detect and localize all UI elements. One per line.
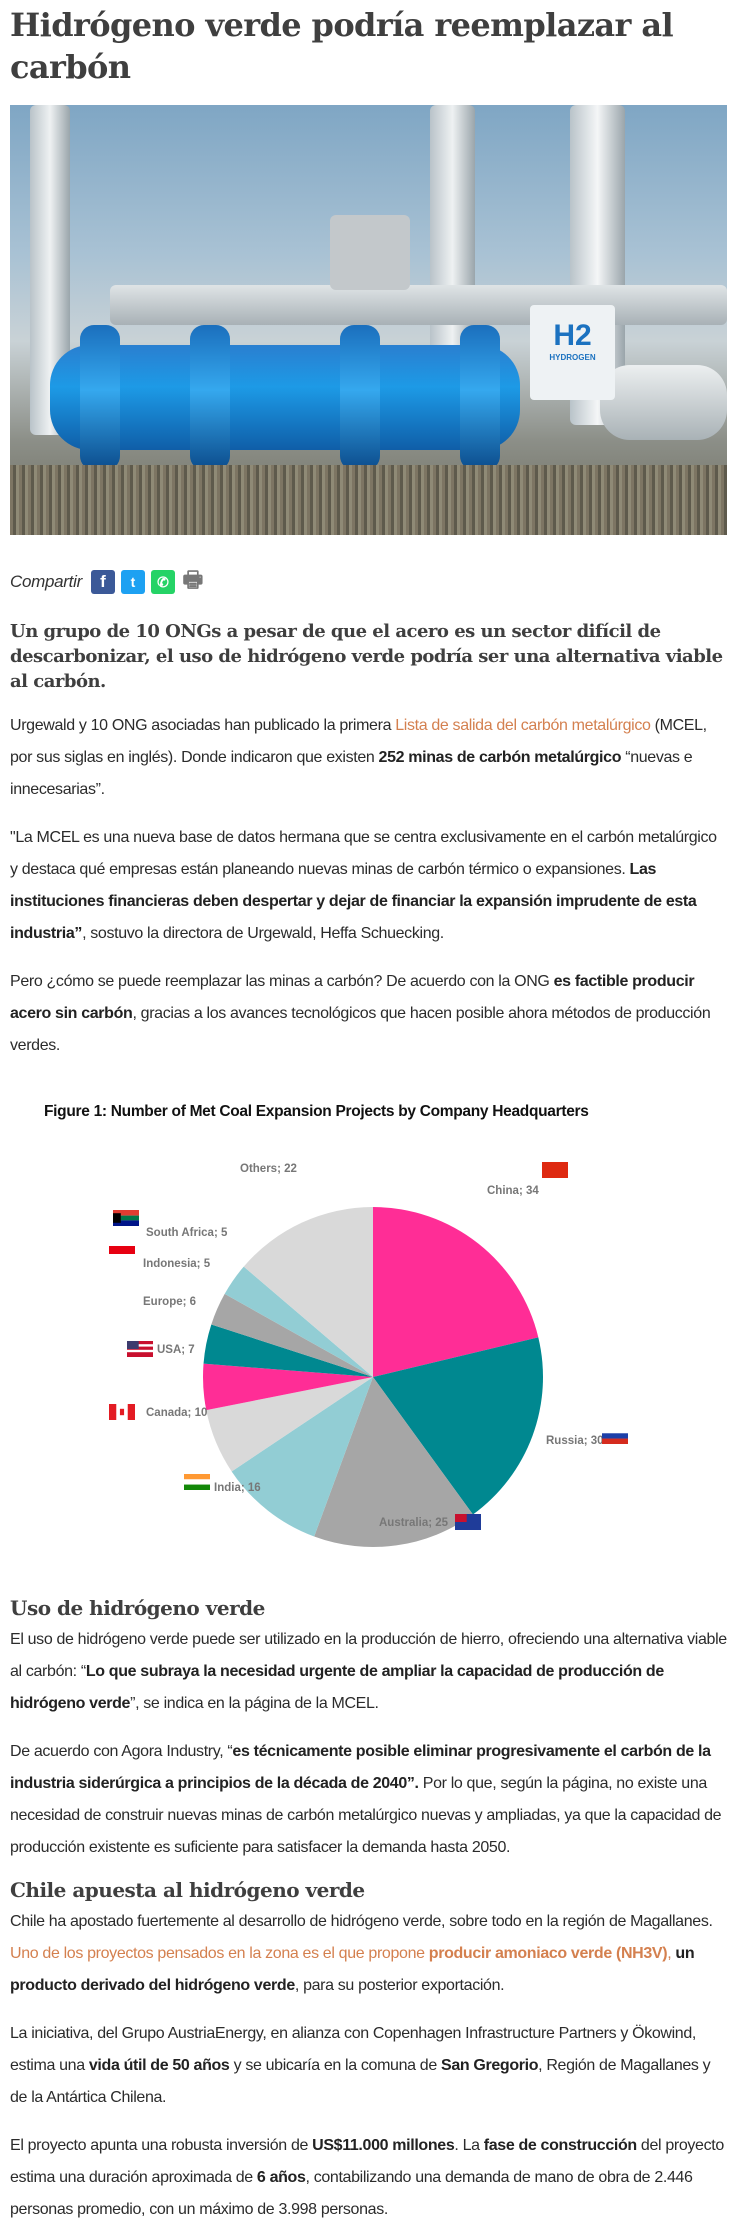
pie-chart: China; 34 Russia; 30 Australia; 25 India; 1… [109,1162,628,1547]
pie-label-australia: Australia; 25 [379,1517,449,1529]
facebook-icon[interactable]: f [90,570,115,594]
text-run: La iniciativa, del Grupo AustriaEnergy, … [10,2025,696,2074]
chart-title: Figure 1: Number of Met Coal Expansion P… [44,1103,589,1120]
text-run: , Región de Magallanes y de la Antártica… [10,2057,711,2106]
paragraph: Urgewald y 10 ONG asociadas han publicad… [10,710,727,806]
text-run: De acuerdo con Agora Industry, “ [10,1743,233,1760]
paragraph: Pero ¿cómo se puede reemplazar las minas… [10,966,727,1062]
text-run: , sostuvo la directora de Urgewald, Heff… [82,925,444,942]
text-run: "La MCEL es una nueva base de datos herm… [10,829,717,878]
china-flag [542,1162,568,1178]
pie-slice-south-africa [224,1266,373,1377]
text-run: Por lo que, según la página, no existe u… [10,1775,722,1856]
india-flag [184,1474,210,1490]
bold-text: Lo que subraya la necesidad urgente de a… [10,1663,664,1712]
pie-label-indonesia: Indonesia; 5 [143,1258,211,1270]
pie-label-india: India; 16 [214,1482,261,1494]
paragraph: El uso de hidrógeno verde puede ser util… [10,1624,727,1720]
bold-text: 252 minas de carbón metalúrgico [378,749,622,766]
canada-flag [109,1404,135,1420]
pie-chart-area: China; 34 Russia; 30 Australia; 25 India; 1… [0,1122,717,1582]
hydrogen-badge: H2 HYDROGEN [530,305,615,400]
pie-slice-others [243,1207,373,1377]
bold-text: vida útil de 50 años [88,2057,230,2074]
text-run: Urgewald y 10 ONG asociadas han publicad… [10,717,396,734]
share-bar: Compartir f t ✆ 🖶 [10,567,727,595]
australia-flag [455,1514,481,1530]
pie-label-south-africa: South Africa; 5 [146,1227,228,1239]
pie-slice-usa [202,1363,373,1411]
pie-slice-australia [314,1377,473,1547]
hero-image: H2 HYDROGEN [10,105,727,535]
section-heading: Chile apuesta al hidrógeno verde [10,1878,365,1902]
text-run: . La [454,2137,484,2154]
text-run: Pero ¿cómo se puede reemplazar las minas… [10,973,554,990]
pie-label-usa: USA; 7 [157,1344,195,1356]
article-link[interactable]: , [667,1945,676,1962]
print-icon[interactable]: 🖶 [182,567,204,592]
hydrogen-badge-symbol: H2 [553,319,592,352]
russia-flag [602,1428,628,1444]
pie-label-china: China; 34 [487,1185,539,1197]
text-run: El uso de hidrógeno verde puede ser util… [10,1631,727,1680]
pie-label-canada: Canada; 10 [146,1407,207,1419]
whatsapp-icon[interactable]: ✆ [150,570,175,594]
paragraph: El proyecto apunta una robusta inversión… [10,2130,727,2226]
bold-text: fase de construcción [483,2137,637,2154]
text-run: , gracias a los avances tecnológicos que… [10,1005,711,1054]
share-label: Compartir [10,572,82,591]
bold-text: San Gregorio [441,2057,539,2074]
usa-flag [127,1341,153,1357]
article-link[interactable]: Uno de los proyectos pensados en la zona… [10,1945,429,1962]
pie-label-europe: Europe; 6 [143,1296,196,1308]
indonesia-flag [109,1246,135,1262]
pie-label-russia: Russia; 30 [546,1435,604,1447]
bold-text: 6 años [256,2169,306,2186]
text-run: (MCEL, por sus siglas en inglés). Donde … [10,717,707,766]
bold-text: US$11.000 millones [312,2137,455,2154]
bold-text: Las instituciones financieras deben desp… [10,861,697,942]
article-lead: Un grupo de 10 ONGs a pesar de que el ac… [10,621,723,692]
section-heading: Uso de hidrógeno verde [10,1596,265,1620]
text-run: “nuevas e innecesarias”. [10,749,693,798]
text-run: El proyecto apunta una robusta inversión… [10,2137,313,2154]
bold-text: un producto derivado del hidrógeno verde [10,1945,695,1994]
article-link[interactable]: producir amoniaco verde (NH3V) [428,1945,668,1962]
pie-slice-europe [203,1324,373,1377]
paragraph: Chile ha apostado fuertemente al desarro… [10,1906,727,2002]
text-run: , para su posterior exportación. [294,1977,505,1994]
pie-slice-india [231,1377,373,1537]
article-title: Hidrógeno verde podría reemplazar al car… [10,6,674,86]
text-run: Chile ha apostado fuertemente al desarro… [10,1913,713,1930]
hydrogen-badge-caption: HYDROGEN [549,353,596,362]
pie-slice-indonesia [211,1293,373,1377]
text-run: ”, se indica en la página de la MCEL. [130,1695,379,1712]
bold-text: es técnicamente posible eliminar progres… [10,1743,711,1792]
paragraph: La iniciativa, del Grupo AustriaEnergy, … [10,2018,727,2114]
text-run: y se ubicaría en la comuna de [229,2057,441,2074]
paragraph: De acuerdo con Agora Industry, “es técni… [10,1736,727,1864]
bold-text: es factible producir acero sin carbón [10,973,695,1022]
pie-label-others: Others; 22 [240,1163,297,1175]
pie-slice-russia [373,1337,543,1515]
article: Hidrógeno verde podría reemplazar al car… [0,4,737,2226]
paragraph: "La MCEL es una nueva base de datos herm… [10,822,727,950]
article-link[interactable]: Lista de salida del carbón metalúrgico [395,717,651,734]
pie-slice-canada [206,1377,373,1472]
pie-slice-china [373,1207,539,1377]
south-africa-flag [113,1210,139,1226]
twitter-icon[interactable]: t [120,570,145,594]
